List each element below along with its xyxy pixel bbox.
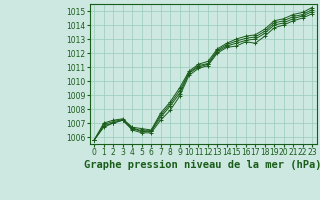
X-axis label: Graphe pression niveau de la mer (hPa): Graphe pression niveau de la mer (hPa) bbox=[84, 160, 320, 170]
